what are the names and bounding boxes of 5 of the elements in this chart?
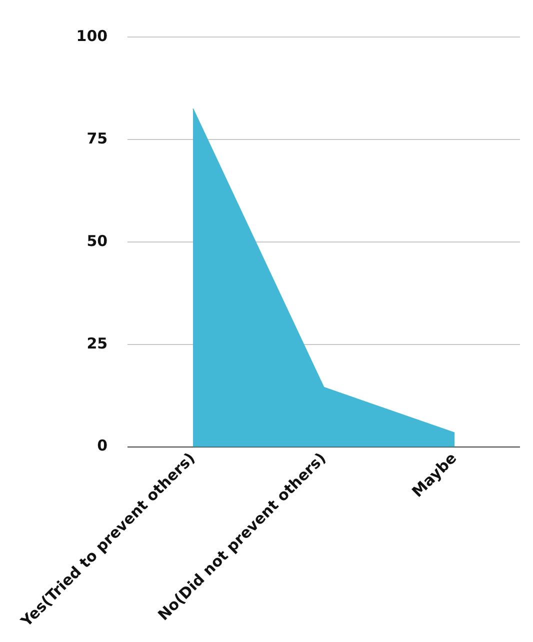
y-tick-label: 25	[86, 334, 108, 352]
y-tick-label: 75	[86, 129, 108, 148]
y-tick-label: 0	[97, 436, 108, 455]
y-tick-label: 50	[86, 232, 108, 250]
y-tick-label: 100	[76, 26, 108, 45]
